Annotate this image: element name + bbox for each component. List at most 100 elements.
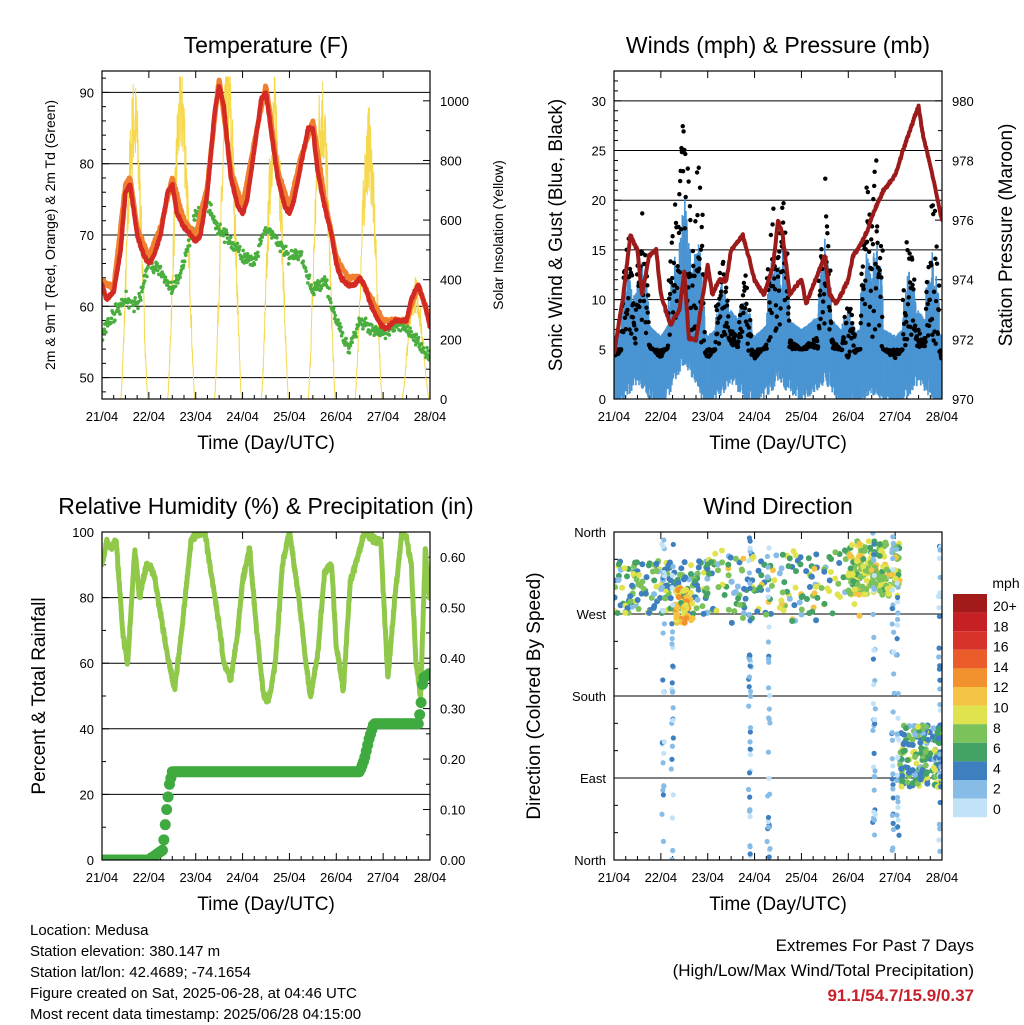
direction-point	[635, 571, 642, 578]
direction-point	[894, 594, 901, 601]
gust-point	[764, 342, 769, 347]
gust-point	[938, 348, 942, 353]
gust-point	[690, 248, 696, 254]
dewpoint-point	[286, 251, 290, 255]
gust-point	[924, 279, 930, 285]
direction-point	[894, 546, 900, 552]
gust-point	[900, 297, 906, 303]
direction-point	[728, 619, 735, 626]
dewpoint-point	[131, 303, 135, 308]
dewpoint-point	[112, 312, 117, 316]
direction-point	[728, 578, 735, 585]
dewpoint-point	[173, 284, 178, 288]
direction-point	[872, 768, 878, 774]
direction-point	[747, 585, 753, 591]
direction-point	[806, 584, 813, 591]
gust-point	[900, 347, 905, 352]
gust-point	[852, 332, 857, 338]
direction-point	[746, 684, 752, 690]
gust-point	[850, 326, 856, 332]
direction-point	[725, 572, 732, 579]
direction-plot-area	[614, 532, 942, 860]
direction-point	[851, 586, 858, 593]
direction-point	[835, 580, 842, 587]
direction-point	[739, 567, 746, 574]
direction-point	[682, 602, 689, 609]
gust-point	[688, 217, 693, 223]
direction-point	[747, 729, 753, 735]
direction-point	[689, 615, 696, 622]
direction-point	[765, 587, 771, 593]
direction-point	[766, 791, 773, 797]
gust-point	[696, 165, 701, 170]
direction-point	[640, 585, 647, 592]
dewpoint-point	[353, 330, 358, 335]
gust-point	[877, 267, 882, 273]
direction-point	[670, 792, 676, 798]
direction-point	[675, 594, 682, 601]
direction-point	[937, 677, 942, 683]
direction-point	[937, 701, 942, 708]
gust-point	[683, 151, 688, 157]
gust-point	[843, 340, 848, 345]
direction-point	[922, 762, 929, 769]
gust-point	[683, 194, 688, 200]
direction-point	[703, 585, 710, 592]
direction-point	[766, 775, 772, 781]
direction-point	[669, 621, 675, 627]
direction-point	[747, 794, 753, 800]
gust-point	[699, 243, 705, 249]
gust-point	[911, 287, 916, 292]
legend-swatch	[953, 594, 987, 613]
direction-point	[920, 725, 927, 732]
direction-point	[669, 636, 675, 642]
legend-label: 16	[993, 639, 1009, 655]
humidity-y2-tick-label: 0.60	[440, 550, 465, 565]
gust-point	[925, 333, 931, 338]
direction-point	[894, 731, 900, 737]
direction-point	[861, 591, 868, 598]
extremes-box: Extremes For Past 7 Days (High/Low/Max W…	[673, 933, 974, 1008]
humidity-x-tick-label: 24/04	[226, 870, 259, 885]
direction-point	[792, 584, 799, 591]
dewpoint-point	[178, 275, 182, 280]
direction-point	[894, 616, 901, 623]
gust-point	[904, 240, 909, 245]
direction-point	[878, 547, 885, 554]
gust-point	[930, 203, 936, 208]
dewpoint-point	[245, 252, 250, 256]
gust-point	[637, 304, 642, 310]
direction-point	[651, 603, 658, 610]
direction-point	[765, 639, 772, 645]
direction-point	[693, 605, 700, 612]
direction-point	[747, 739, 753, 745]
dewpoint-point	[163, 275, 168, 280]
gust-point	[634, 327, 639, 332]
direction-point	[667, 595, 674, 602]
direction-point	[786, 555, 793, 562]
gust-point	[672, 289, 677, 294]
direction-point	[936, 821, 942, 827]
direction-point	[642, 590, 649, 597]
gust-point	[823, 176, 828, 181]
gust-point	[874, 229, 879, 234]
dewpoint-point	[329, 300, 333, 305]
direction-point	[912, 731, 919, 738]
rainfall-point	[415, 697, 427, 709]
direction-point	[622, 609, 629, 616]
gust-point	[639, 317, 645, 323]
dewpoint-point	[228, 235, 233, 240]
dewpoint-point	[419, 341, 424, 346]
direction-point	[890, 795, 896, 801]
direction-point	[747, 663, 753, 669]
gust-point	[678, 178, 683, 184]
direction-point	[764, 838, 770, 845]
dewpoint-point	[102, 327, 107, 332]
gust-point	[645, 283, 650, 288]
direction-x-tick-label: 25/04	[785, 870, 818, 885]
direction-y-axis-label: Direction (Colored By Speed)	[524, 572, 545, 819]
direction-point	[792, 568, 799, 575]
direction-point	[747, 746, 753, 752]
dewpoint-point	[155, 268, 160, 273]
direction-point	[660, 838, 667, 844]
